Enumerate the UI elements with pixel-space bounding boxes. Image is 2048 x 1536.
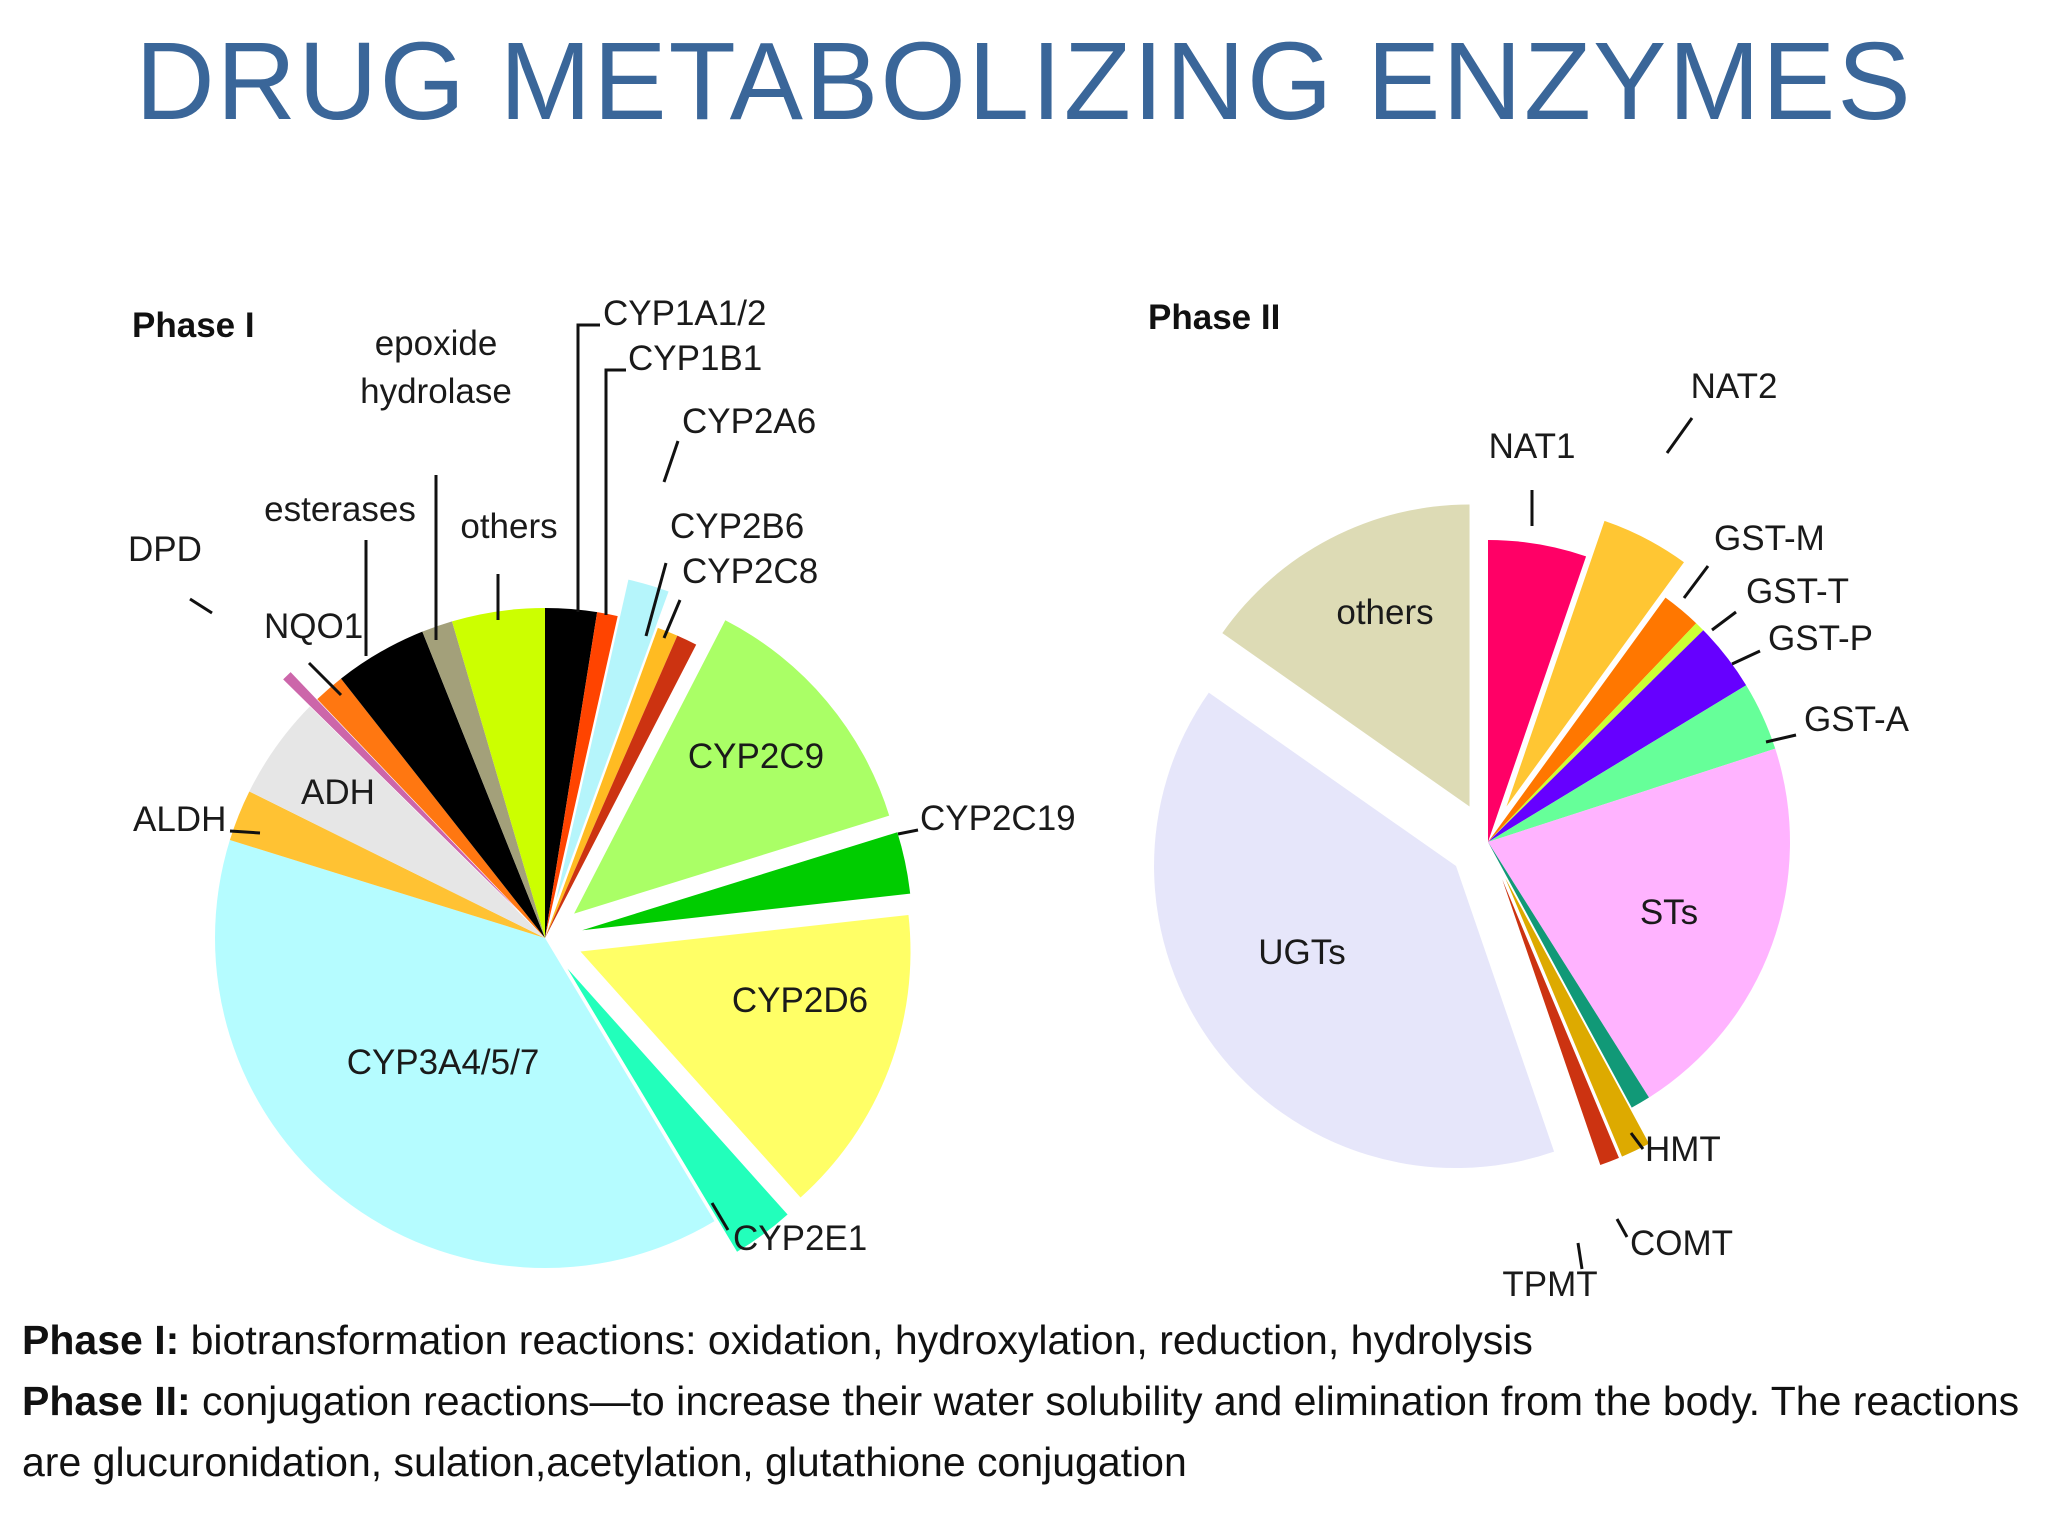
- phase-1-label-cyp2c8: CYP2C8: [682, 552, 818, 591]
- phase-2-slice-gst-p: [1488, 630, 1747, 842]
- phase-1-slice-cyp1a1-2: [545, 608, 598, 938]
- phase-1-label-others: others: [460, 507, 557, 546]
- phase-1-label-aldh: ALDH: [133, 800, 226, 839]
- phase-1-label-cyp1a1-2: CYP1A1/2: [603, 294, 766, 333]
- phase-1-slice-cyp2e1: [567, 968, 788, 1252]
- phase-1-leader-cyp2c19: [897, 828, 919, 836]
- phase-1-label-epoxide-hydrolase: epoxide hydrolase: [360, 324, 512, 411]
- phase-1-label-cyp1b1: CYP1B1: [628, 339, 762, 378]
- phase-2-label-gst-a: GST-A: [1804, 700, 1910, 739]
- phase-1-label-adh: ADH: [301, 773, 375, 812]
- phase-1-slice-cyp2c8: [545, 635, 697, 938]
- phase-1-label-cyp2a6: CYP2A6: [682, 402, 816, 441]
- phase-1-slice-nqo1: [317, 678, 545, 938]
- phase-2-leader-nat2: [1665, 417, 1694, 454]
- phase-1-slice-adh: [249, 706, 545, 938]
- phase-2-label-hmt: HMT: [1645, 1130, 1721, 1169]
- phase-1-leader-cyp1b1: [604, 368, 626, 615]
- phase-2-slice-nat2: [1506, 520, 1684, 807]
- phase-2-label-sts: STs: [1640, 893, 1698, 932]
- phase-1-leader-cyp2a6: [662, 440, 680, 483]
- phase-2-title: Phase II: [1148, 298, 1280, 337]
- phase-1-slice-cyp2c19: [582, 832, 911, 931]
- phase-2-leader-tpmt: [1576, 1242, 1584, 1270]
- phase-1-slice-aldh: [229, 791, 545, 938]
- phase-1-label-dpd: DPD: [128, 530, 202, 569]
- phase-2-label-others: others: [1336, 593, 1433, 632]
- phase-1-slice-dpd: [283, 672, 519, 911]
- phase-2-label-gst-t: GST-T: [1746, 572, 1849, 611]
- caption-line-phase-1: Phase I: biotransformation reactions: ox…: [22, 1310, 2022, 1371]
- phase-1-slice-cyp2b6: [545, 627, 678, 938]
- pie-charts: Phase I CYP1A1/2 CYP1B1 CYP2A6 CYP2B6 CYP2C8 C…: [128, 294, 1910, 1304]
- phase-2-label-comt: COMT: [1630, 1224, 1733, 1263]
- phase-1-label-esterases: esterases: [264, 490, 416, 529]
- phase-2-slice-gst-t: [1488, 623, 1704, 842]
- phase-1-slice-others: [452, 608, 545, 938]
- phase-2-slice-nat1: [1488, 540, 1587, 842]
- phase-2-slice-others: [1222, 504, 1470, 807]
- phase-2-label-ugts: UGTs: [1258, 933, 1346, 972]
- phase-1-label-cyp2e1: CYP2E1: [733, 1219, 867, 1258]
- phase-2-label-nat1: NAT1: [1489, 427, 1576, 466]
- phase-2-label-gst-p: GST-P: [1768, 619, 1873, 658]
- phase-1-label-cyp2c19: CYP2C19: [920, 799, 1076, 838]
- phase-1-leader-aldh: [229, 829, 261, 835]
- phase-1-label-cyp2d6: CYP2D6: [732, 981, 868, 1020]
- phase-2-slice-comt: [1505, 878, 1650, 1157]
- phase-1-slice-cyp2c9: [574, 620, 890, 914]
- phase-1-slice-epoxide-hydrolase: [422, 621, 545, 938]
- phase-1-slice-cyp2a6: [555, 579, 669, 902]
- slide-title: DRUG METABOLIZING ENZYMES: [135, 20, 1913, 143]
- phase-2-slice-tpmt: [1502, 879, 1619, 1166]
- caption-line-phase-2: Phase II: conjugation reactions—to incre…: [22, 1371, 2022, 1493]
- phase-2-leader-gst-a: [1765, 733, 1797, 744]
- phase-1-slice-cyp3a4-5-7: [214, 840, 715, 1268]
- phase-1-label-nqo1: NQO1: [264, 607, 363, 646]
- phase-2-slice-sts: [1488, 748, 1790, 1098]
- phase-2-leader-hmt: [1629, 1132, 1645, 1150]
- phase-1-leader-cyp2c8: [662, 599, 682, 639]
- phase-1-leader-cyp2b6: [644, 562, 668, 637]
- phase-1-title: Phase I: [132, 306, 255, 345]
- phase-1-leader-cyp2e1: [710, 1202, 730, 1231]
- caption: Phase I: biotransformation reactions: ox…: [22, 1310, 2022, 1493]
- phase-2-leader-gst-m: [1682, 565, 1710, 599]
- phase-1-label-cyp2b6: CYP2B6: [670, 507, 804, 546]
- phase-1-slice-cyp2d6: [580, 914, 911, 1198]
- caption-phase-2-text: conjugation reactions—to increase their …: [22, 1378, 2020, 1485]
- phase-2-label-tpmt: TPMT: [1502, 1265, 1597, 1304]
- phase-1-leader-cyp1a1-2: [576, 323, 600, 612]
- phase-2-slice-gst-m: [1488, 597, 1697, 842]
- phase-1-pie: Phase I CYP1A1/2 CYP1B1 CYP2A6 CYP2B6 CYP2C8 C…: [128, 294, 1076, 1268]
- phase-1-slice-esterases: [341, 631, 545, 938]
- phase-2-label-gst-m: GST-M: [1714, 519, 1825, 558]
- phase-1-label-cyp3a4-5-7: CYP3A4/5/7: [347, 1043, 540, 1082]
- phase-2-label-nat2: NAT2: [1691, 367, 1778, 406]
- phase-2-leader-gst-t: [1711, 610, 1737, 632]
- caption-phase-1-label: Phase I:: [22, 1317, 180, 1363]
- caption-phase-2-label: Phase II:: [22, 1378, 191, 1424]
- phase-1-slice-cyp1b1: [545, 612, 618, 938]
- phase-2-pie: Phase II NAT1 NAT2 GST-M GST-T GST-P GST-A STs H…: [1148, 298, 1910, 1304]
- phase-1-leader-dpd: [189, 597, 213, 615]
- phase-2-slice-gst-a: [1488, 685, 1776, 842]
- phase-1-label-cyp2c9: CYP2C9: [688, 737, 824, 776]
- caption-phase-1-text: biotransformation reactions: oxidation, …: [179, 1317, 1533, 1363]
- phase-2-leader-gst-p: [1731, 649, 1761, 666]
- phase-2-leader-comt: [1615, 1218, 1629, 1238]
- phase-1-leader-nqo1: [307, 661, 343, 697]
- phase-2-slice-ugts: [1154, 692, 1555, 1169]
- phase-2-slice-hmt: [1488, 842, 1649, 1108]
